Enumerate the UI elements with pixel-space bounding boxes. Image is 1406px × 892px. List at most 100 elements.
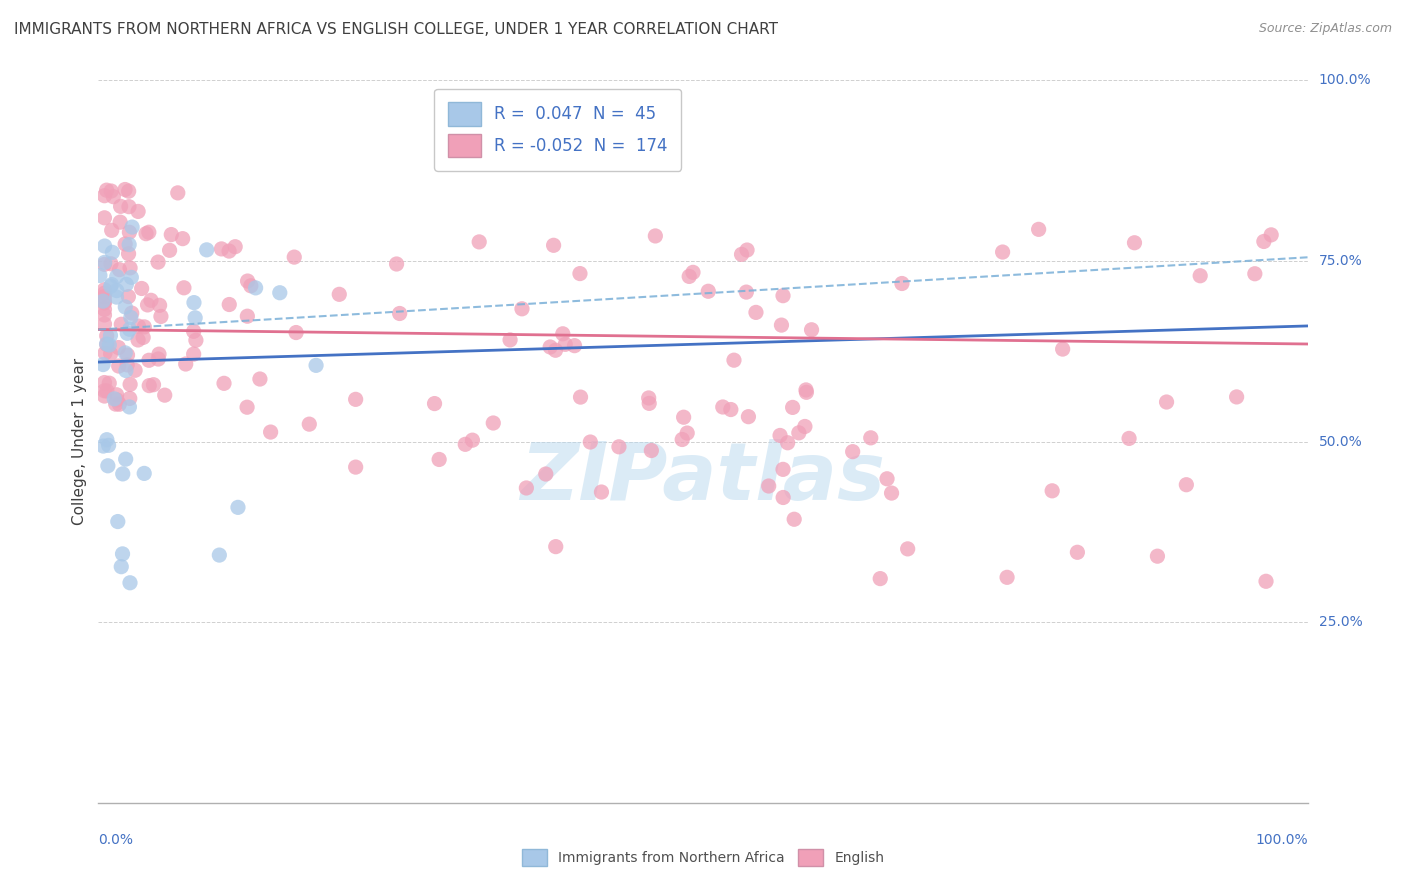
- Point: [96, 337, 118, 351]
- Point: [568, 267, 591, 281]
- Point: [97, 458, 120, 473]
- Point: [218, 244, 240, 258]
- Point: [96, 337, 118, 351]
- Point: [468, 235, 491, 249]
- Point: [118, 237, 141, 252]
- Point: [118, 225, 141, 239]
- Point: [283, 250, 305, 264]
- Point: [114, 300, 136, 314]
- Point: [172, 232, 194, 246]
- Point: [218, 297, 240, 311]
- Point: [723, 353, 745, 368]
- Point: [772, 288, 794, 302]
- Point: [745, 305, 768, 319]
- Point: [118, 200, 141, 214]
- Point: [120, 377, 142, 392]
- Point: [93, 308, 115, 322]
- Point: [120, 260, 142, 275]
- Point: [96, 328, 118, 343]
- Point: [127, 319, 149, 334]
- Point: [579, 435, 602, 450]
- Text: 100.0%: 100.0%: [1256, 833, 1308, 847]
- Point: [499, 333, 522, 347]
- Point: [783, 512, 806, 526]
- Point: [1040, 483, 1063, 498]
- Point: [93, 376, 115, 390]
- Point: [111, 547, 134, 561]
- Point: [735, 243, 758, 257]
- Point: [195, 243, 218, 257]
- Point: [148, 351, 170, 366]
- Point: [183, 295, 205, 310]
- Point: [269, 285, 291, 300]
- Point: [298, 417, 321, 432]
- Point: [159, 244, 181, 258]
- Point: [543, 238, 565, 252]
- Point: [285, 326, 308, 340]
- Point: [1118, 431, 1140, 445]
- Point: [236, 274, 259, 288]
- Point: [637, 391, 659, 405]
- Point: [1243, 267, 1265, 281]
- Point: [880, 486, 903, 500]
- Point: [640, 443, 662, 458]
- Point: [93, 257, 115, 271]
- Point: [890, 277, 912, 291]
- Point: [132, 330, 155, 344]
- Text: IMMIGRANTS FROM NORTHERN AFRICA VS ENGLISH COLLEGE, UNDER 1 YEAR CORRELATION CHA: IMMIGRANTS FROM NORTHERN AFRICA VS ENGLI…: [14, 22, 778, 37]
- Point: [107, 359, 129, 373]
- Text: 100.0%: 100.0%: [1319, 73, 1371, 87]
- Point: [153, 388, 176, 402]
- Point: [1028, 222, 1050, 236]
- Point: [538, 340, 561, 354]
- Point: [208, 548, 231, 562]
- Point: [551, 326, 574, 341]
- Point: [118, 322, 141, 336]
- Point: [1066, 545, 1088, 559]
- Point: [720, 402, 742, 417]
- Point: [93, 188, 115, 202]
- Point: [93, 384, 115, 398]
- Point: [1175, 477, 1198, 491]
- Point: [897, 541, 920, 556]
- Point: [569, 390, 592, 404]
- Point: [1226, 390, 1249, 404]
- Point: [110, 318, 132, 332]
- Point: [388, 306, 411, 320]
- Point: [793, 419, 815, 434]
- Y-axis label: College, Under 1 year: College, Under 1 year: [72, 358, 87, 525]
- Point: [93, 239, 115, 253]
- Point: [110, 559, 132, 574]
- Point: [787, 425, 810, 440]
- Point: [461, 433, 484, 447]
- Point: [678, 269, 700, 284]
- Point: [91, 439, 114, 453]
- Point: [146, 255, 169, 269]
- Point: [671, 433, 693, 447]
- Point: [131, 281, 153, 295]
- Point: [121, 220, 143, 235]
- Point: [160, 227, 183, 242]
- Point: [212, 376, 235, 391]
- Point: [1123, 235, 1146, 250]
- Point: [100, 277, 122, 292]
- Point: [554, 337, 576, 351]
- Point: [97, 438, 120, 452]
- Point: [776, 435, 799, 450]
- Point: [1156, 395, 1178, 409]
- Text: ZIPatlas: ZIPatlas: [520, 439, 886, 516]
- Point: [149, 298, 172, 312]
- Point: [591, 485, 613, 500]
- Point: [515, 481, 537, 495]
- Point: [735, 285, 758, 299]
- Point: [344, 392, 367, 407]
- Point: [100, 223, 122, 237]
- Point: [385, 257, 408, 271]
- Point: [138, 225, 160, 239]
- Point: [142, 377, 165, 392]
- Point: [108, 215, 131, 229]
- Text: 50.0%: 50.0%: [1319, 434, 1362, 449]
- Point: [100, 279, 122, 293]
- Point: [184, 310, 207, 325]
- Point: [239, 278, 262, 293]
